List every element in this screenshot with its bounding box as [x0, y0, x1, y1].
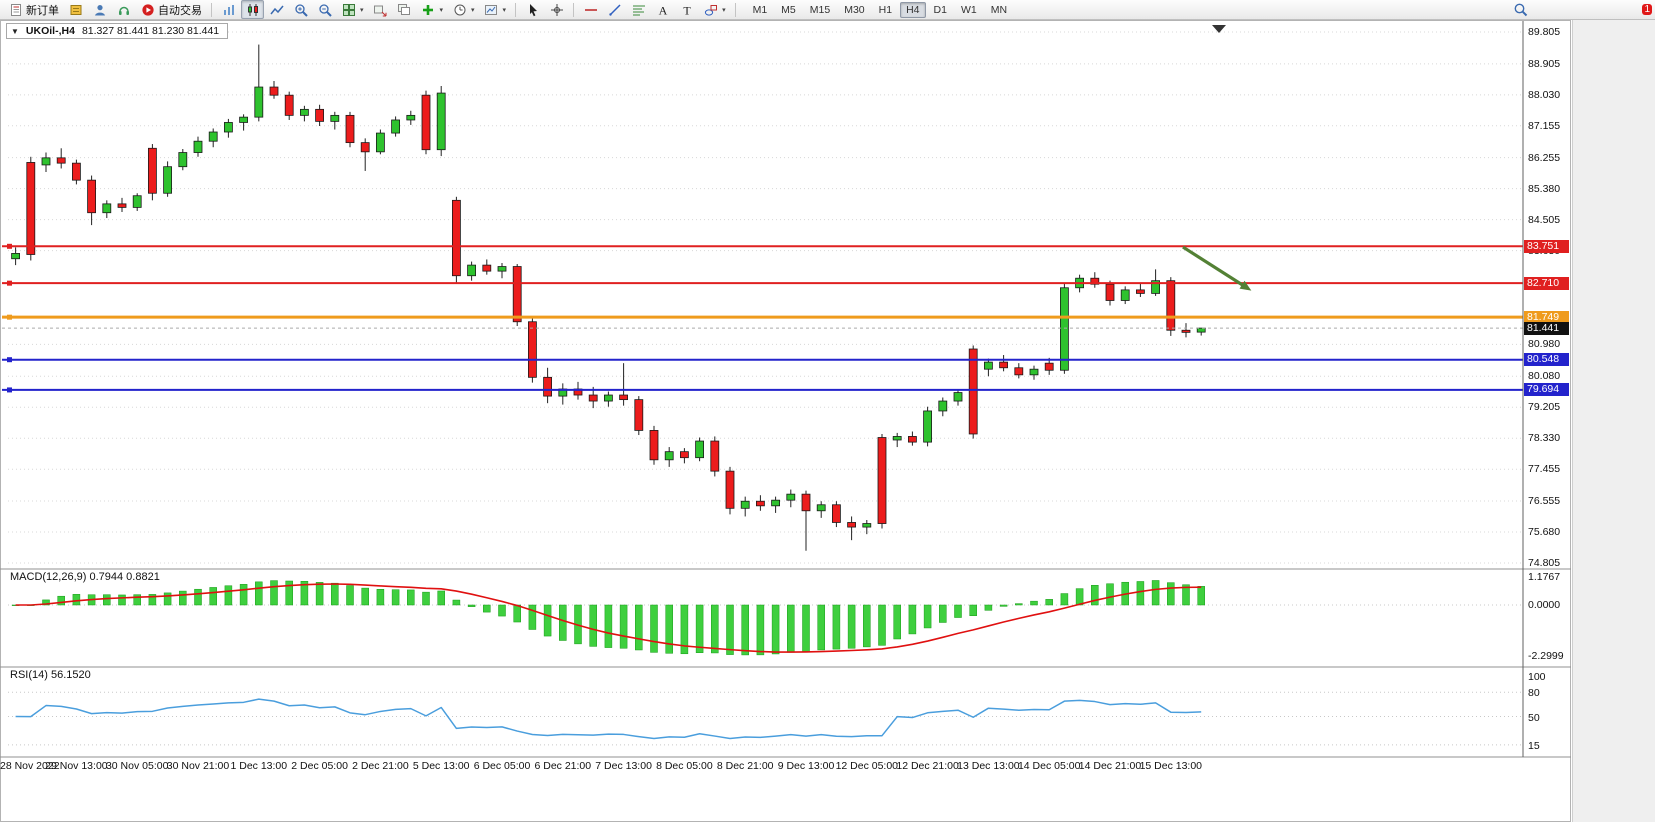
- arrange-windows-icon: [373, 2, 388, 17]
- bar-chart-button[interactable]: [217, 0, 240, 19]
- new-order-label: 新订单: [26, 4, 59, 17]
- timeframe-button-m15[interactable]: M15: [809, 3, 831, 16]
- chart-area[interactable]: [0, 20, 1571, 822]
- toolbar: 新订单 自动交易: [0, 0, 1655, 20]
- auto-trading-label: 自动交易: [158, 4, 202, 17]
- toolbar-separator: [734, 2, 736, 17]
- crosshair-icon: [549, 2, 564, 17]
- new-order-icon: [8, 2, 23, 17]
- zoom-in-button[interactable]: [289, 0, 312, 19]
- timeframe-button-mn[interactable]: MN: [990, 3, 1008, 16]
- zoom-in-icon: [293, 2, 308, 17]
- timeframe-button-h1[interactable]: H1: [878, 3, 893, 16]
- timeframe-group: M1 M5 M15 M30 H1 H4 D1 W1 MN: [747, 1, 1013, 18]
- crosshair-button[interactable]: [545, 0, 568, 19]
- text-label-icon: T: [679, 2, 694, 17]
- new-order-button[interactable]: 新订单: [4, 0, 63, 19]
- timeframe-button-m30[interactable]: M30: [844, 3, 865, 16]
- fibonacci-button[interactable]: [627, 0, 650, 19]
- zoom-out-button[interactable]: [313, 0, 336, 19]
- data-window-icon: [92, 2, 107, 17]
- auto-trading-icon: [140, 2, 155, 17]
- chart-shift-marker[interactable]: [1212, 25, 1226, 33]
- line-anchor-handle[interactable]: [7, 357, 12, 363]
- clock-icon: [452, 2, 467, 17]
- arrow-head: [1239, 280, 1252, 291]
- chevron-down-icon: ▾: [502, 6, 507, 14]
- right-gutter-panel: [1572, 20, 1655, 822]
- notification-badge: 1: [1642, 4, 1652, 15]
- period-selector-button[interactable]: ▾: [448, 0, 479, 19]
- timeframe-button-w1[interactable]: W1: [960, 3, 977, 16]
- market-watch-icon: [68, 2, 83, 17]
- cursor-button[interactable]: [521, 0, 544, 19]
- candlestick-series: [11, 44, 1206, 551]
- navigator-icon: [116, 2, 131, 17]
- chart-ohlc-values: 81.327 81.441 81.230 81.441: [81, 25, 220, 37]
- search-button[interactable]: [1513, 2, 1528, 20]
- timeframe-button-m1[interactable]: M1: [752, 3, 768, 16]
- line-anchor-handle[interactable]: [7, 243, 12, 249]
- chevron-down-icon: ▾: [471, 6, 475, 14]
- bar-chart-icon: [221, 2, 236, 17]
- cursor-icon: [525, 2, 540, 17]
- market-watch-button[interactable]: [64, 0, 87, 19]
- timeframe-button-d1[interactable]: D1: [933, 3, 947, 16]
- line-chart-icon: [269, 2, 284, 17]
- shapes-icon: [703, 2, 718, 17]
- rsi-label: RSI(14) 56.1520: [10, 669, 91, 681]
- auto-trading-button[interactable]: 自动交易: [136, 0, 206, 19]
- add-indicator-icon: [421, 2, 436, 17]
- chevron-down-icon: ▾: [722, 6, 726, 14]
- chart-symbol-label: UKOil-,H4: [25, 25, 75, 37]
- shapes-button[interactable]: ▾: [699, 0, 730, 19]
- text-label-button[interactable]: T: [675, 0, 698, 19]
- trendline-icon: [607, 2, 622, 17]
- line-anchor-handle[interactable]: [7, 387, 12, 393]
- macd-histogram: [11, 580, 1205, 656]
- text-button[interactable]: A: [651, 0, 674, 19]
- timeframe-button-h4[interactable]: H4: [900, 1, 926, 18]
- rsi-line: [15, 698, 1202, 740]
- text-icon: A: [655, 2, 670, 17]
- line-chart-button[interactable]: [265, 0, 288, 19]
- candlestick-chart-icon: [245, 2, 260, 17]
- chevron-down-icon: ▾: [439, 6, 444, 14]
- macd-signal-line: [15, 583, 1202, 653]
- svg-text:A: A: [658, 3, 667, 17]
- chart-template-button[interactable]: ▾: [480, 0, 511, 19]
- horizontal-line-button[interactable]: [579, 0, 602, 19]
- line-anchor-handle[interactable]: [7, 314, 12, 320]
- timeframe-button-m5[interactable]: M5: [781, 3, 796, 16]
- cascade-windows-button[interactable]: [393, 0, 416, 19]
- chevron-down-icon: ▾: [360, 6, 364, 14]
- horizontal-line-icon: [583, 2, 598, 17]
- chart-symbol-header: ▼ UKOil-,H4 81.327 81.441 81.230 81.441: [6, 23, 229, 39]
- toolbar-separator: [515, 2, 517, 17]
- add-indicator-button[interactable]: ▾: [417, 0, 448, 19]
- notifications-button[interactable]: 1: [1642, 3, 1652, 16]
- line-anchor-handle[interactable]: [7, 280, 12, 286]
- toolbar-separator: [211, 2, 212, 17]
- candlestick-chart-button[interactable]: [241, 0, 264, 19]
- toolbar-separator: [573, 2, 575, 17]
- price-gridlines: [8, 31, 1523, 564]
- data-window-button[interactable]: [88, 0, 111, 19]
- tile-windows-button[interactable]: ▾: [337, 0, 368, 19]
- tile-windows-icon: [341, 2, 356, 17]
- arrow-annotation[interactable]: [1182, 245, 1247, 289]
- zoom-out-icon: [317, 2, 332, 17]
- arrange-windows-button[interactable]: [369, 0, 392, 19]
- one-click-trading-collapse-icon[interactable]: ▼: [11, 26, 19, 36]
- macd-label: MACD(12,26,9) 0.7944 0.8821: [10, 571, 160, 583]
- search-icon: [1513, 2, 1528, 17]
- chart-template-icon: [484, 2, 499, 17]
- navigator-button[interactable]: [112, 0, 135, 19]
- cascade-windows-icon: [397, 2, 412, 17]
- trendline-button[interactable]: [603, 0, 626, 19]
- svg-text:T: T: [683, 3, 691, 17]
- fibonacci-icon: [631, 2, 646, 17]
